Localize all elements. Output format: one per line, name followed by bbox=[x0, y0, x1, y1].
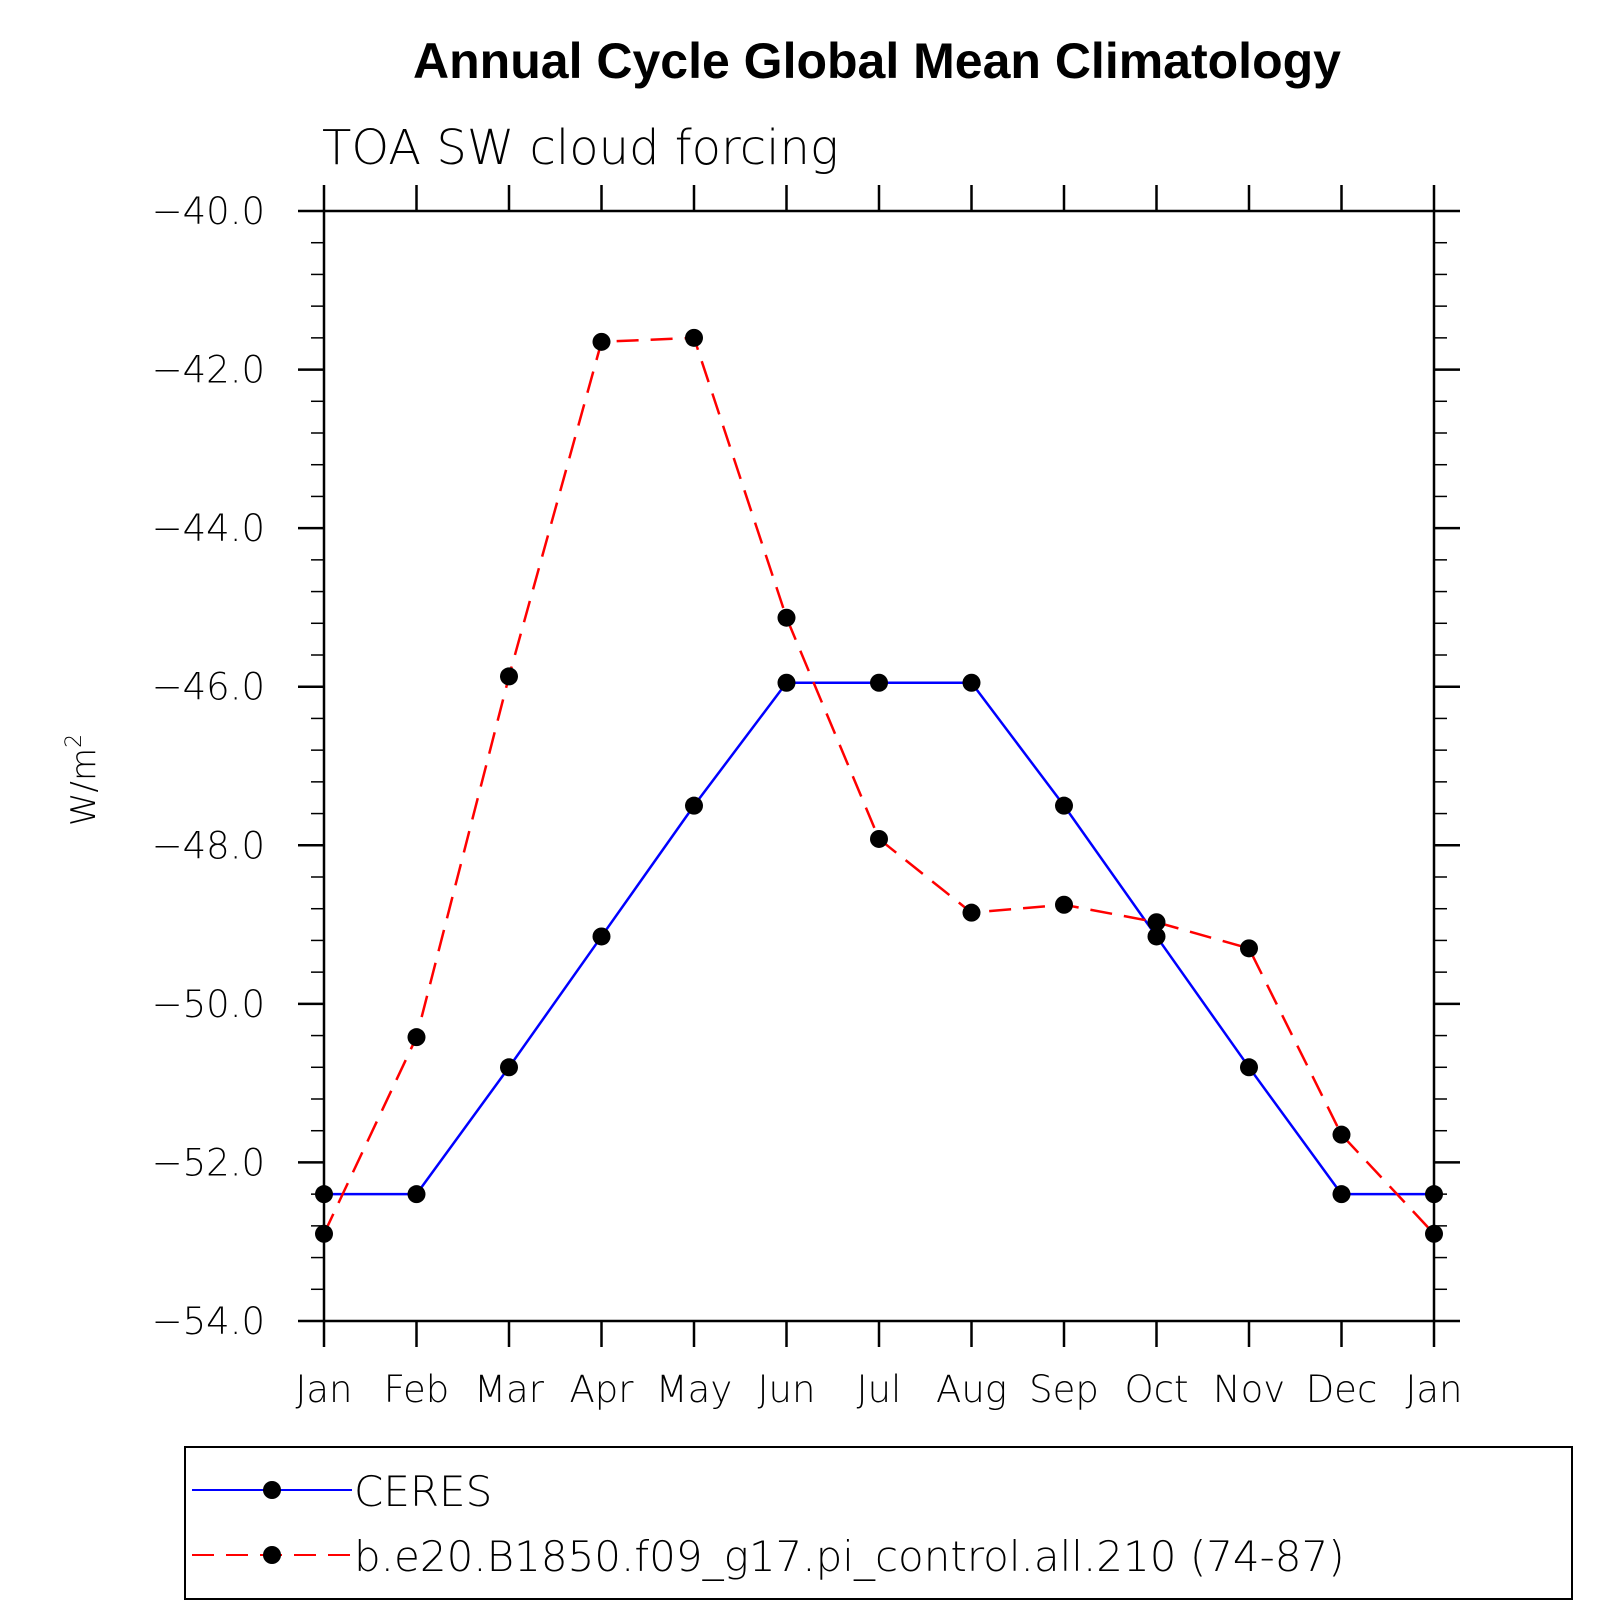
y-tick-label: −52.0 bbox=[152, 1141, 265, 1184]
legend-label-model: b.e20.B1850.f09_g17.pi_control.all.210 (… bbox=[354, 1532, 1345, 1581]
legend-marker-model bbox=[263, 1546, 281, 1564]
y-tick-labels: −40.0 −42.0 −44.0 −46.0 −48.0 −50.0 −52.0 −54.0 bbox=[152, 190, 265, 1343]
x-tick-label: Apr bbox=[569, 1368, 634, 1411]
series-0-point bbox=[315, 1185, 333, 1204]
x-tick-label: Oct bbox=[1125, 1368, 1189, 1411]
y-axis-label-superscript: 2 bbox=[62, 734, 87, 748]
y-tick-label: −50.0 bbox=[152, 983, 265, 1026]
series-1-point bbox=[500, 667, 518, 686]
x-tick-label: Mar bbox=[474, 1368, 545, 1411]
y-axis-label-main: W/m bbox=[64, 748, 104, 826]
series-1-point bbox=[870, 829, 888, 848]
y-tick-label: −54.0 bbox=[152, 1300, 265, 1343]
series-1-point bbox=[1240, 939, 1258, 958]
plot-frame bbox=[322, 209, 1436, 1323]
series-0-point bbox=[500, 1058, 518, 1077]
chart-title: Annual Cycle Global Mean Climatology bbox=[413, 33, 1341, 89]
legend-marker-ceres bbox=[263, 1481, 281, 1499]
series-1-point bbox=[407, 1028, 426, 1047]
series-1-point bbox=[592, 332, 611, 351]
x-tick-label: Jun bbox=[758, 1368, 816, 1411]
series-0-point bbox=[1147, 927, 1166, 946]
series-1-point bbox=[962, 903, 981, 922]
series-0-point bbox=[1332, 1185, 1351, 1204]
series-1-point bbox=[777, 608, 796, 627]
x-tick-label: Feb bbox=[384, 1368, 450, 1411]
y-tick-label: −44.0 bbox=[152, 507, 265, 550]
x-tick-label: Aug bbox=[936, 1368, 1007, 1411]
x-tick-label: Sep bbox=[1029, 1368, 1099, 1411]
y-tick-label: −48.0 bbox=[152, 824, 265, 867]
series-1-point bbox=[1147, 913, 1166, 932]
series-1-point bbox=[1055, 895, 1073, 914]
x-tick-label: Dec bbox=[1306, 1368, 1378, 1411]
x-tick-label: Jan bbox=[1405, 1368, 1462, 1411]
series-0-point bbox=[1425, 1185, 1443, 1204]
axis-ticks bbox=[298, 185, 1460, 1347]
series-0-point bbox=[1240, 1058, 1258, 1077]
x-tick-labels: Jan Feb Mar Apr May Jun Jul Aug Sep Oct Nov Dec Jan bbox=[295, 1368, 1462, 1411]
series-line-1 bbox=[322, 336, 1435, 1235]
legend-label-ceres: CERES bbox=[354, 1467, 492, 1516]
series-0-point bbox=[592, 927, 611, 946]
series-0-point bbox=[685, 796, 703, 815]
y-tick-label: −42.0 bbox=[152, 349, 265, 392]
series-0-point bbox=[870, 673, 888, 692]
y-tick-label: −46.0 bbox=[152, 666, 265, 709]
series-layer bbox=[315, 328, 1443, 1243]
series-1-point bbox=[685, 328, 703, 347]
y-tick-label: −40.0 bbox=[152, 190, 265, 233]
series-1-point bbox=[1332, 1125, 1351, 1144]
y-axis-label: W/m2 bbox=[62, 734, 104, 826]
legend-box bbox=[184, 1446, 1573, 1600]
series-0-point bbox=[407, 1185, 426, 1204]
series-0-point bbox=[777, 673, 796, 692]
series-0-point bbox=[962, 673, 981, 692]
legend: CERES b.e20.B1850.f09_g17.pi_control.all… bbox=[184, 1446, 1573, 1600]
series-1-point bbox=[1425, 1224, 1443, 1243]
series-line-0 bbox=[324, 681, 1434, 1196]
x-tick-label: Jul bbox=[857, 1368, 902, 1411]
series-0-point bbox=[1055, 796, 1073, 815]
x-tick-label: Jan bbox=[295, 1368, 352, 1411]
series-1-point bbox=[315, 1224, 333, 1243]
x-tick-label: May bbox=[656, 1368, 733, 1411]
chart-subtitle: TOA SW cloud forcing bbox=[322, 120, 839, 176]
x-tick-label: Nov bbox=[1213, 1368, 1285, 1411]
